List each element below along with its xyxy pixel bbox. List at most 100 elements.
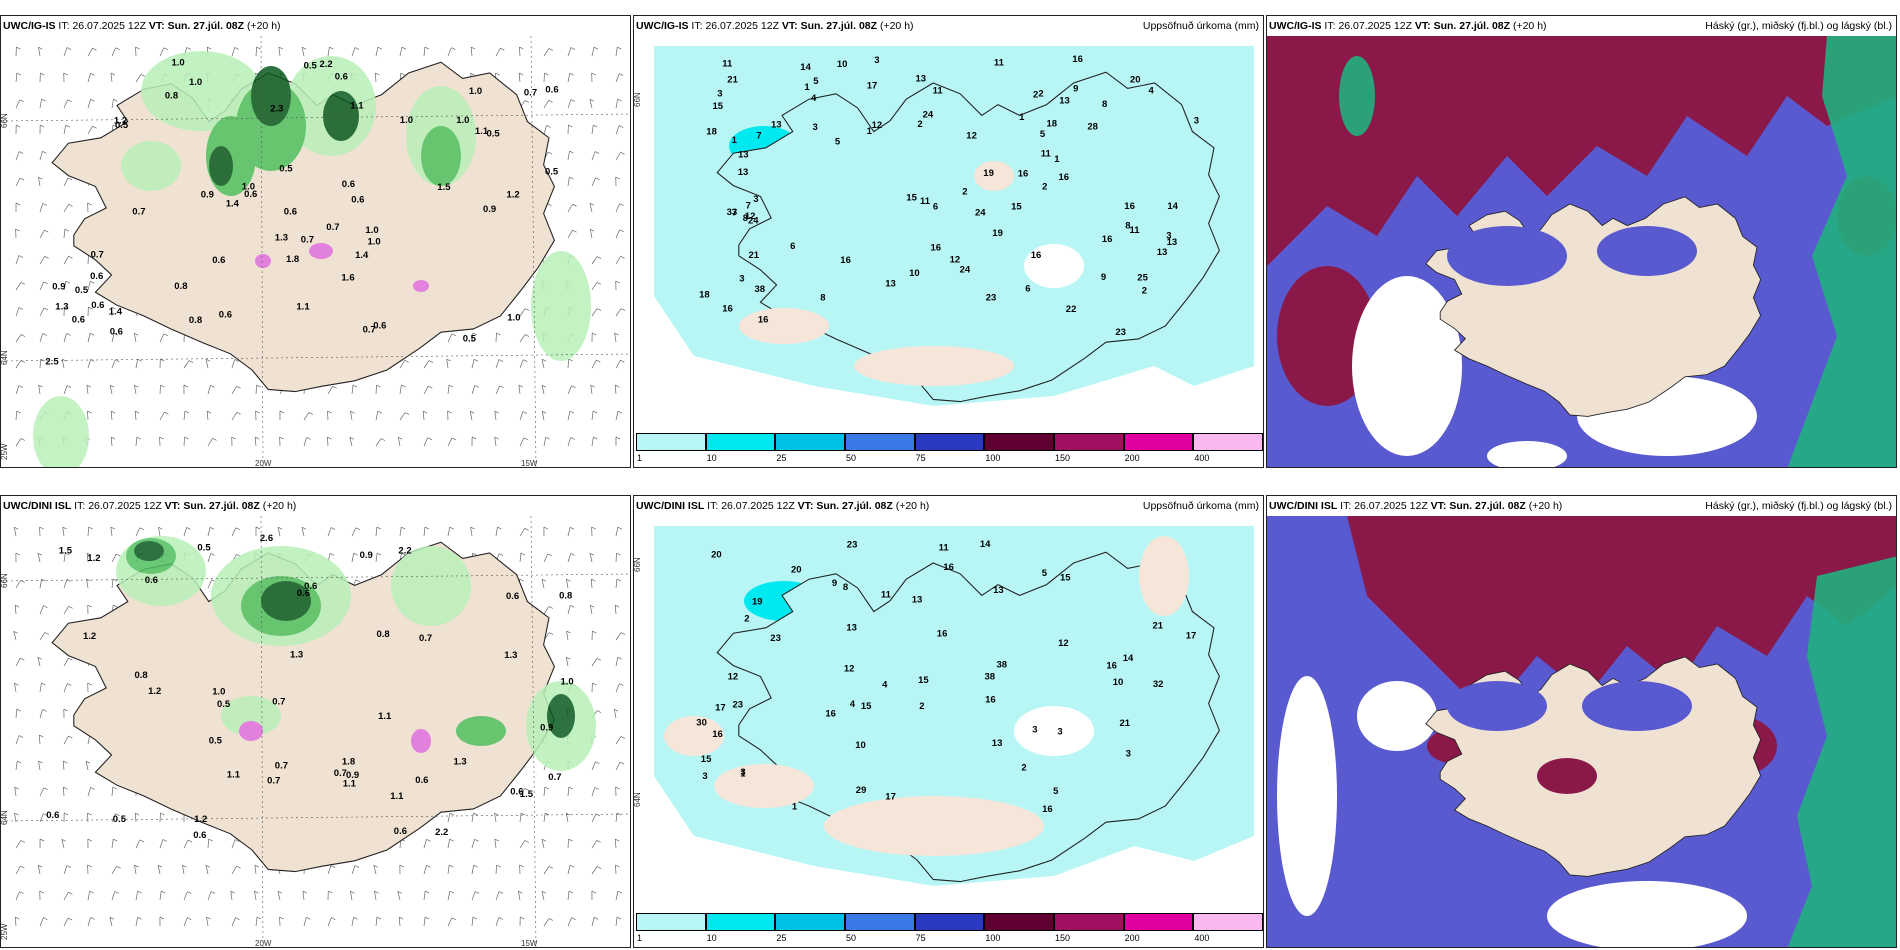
value-label: 2 <box>1042 181 1047 192</box>
wind-barb-tick <box>43 787 48 791</box>
wind-barb <box>207 385 211 395</box>
value-label: 13 <box>993 585 1004 596</box>
legend-swatch <box>845 433 915 451</box>
value-label: 0.9 <box>346 770 359 781</box>
value-label: 2.3 <box>270 104 283 115</box>
wind-barb <box>231 47 236 57</box>
value-label: 15 <box>906 193 917 204</box>
wind-barb <box>591 658 598 667</box>
value-label: 0.8 <box>174 281 187 292</box>
wind-barb-tick <box>614 332 619 336</box>
wind-barb <box>15 709 18 719</box>
wind-barb-tick <box>541 890 547 894</box>
wind-barb <box>399 385 402 395</box>
wind-barb-tick <box>546 125 551 128</box>
wind-barb-tick <box>570 99 576 102</box>
wind-barb-tick <box>615 280 620 284</box>
value-label: 6 <box>933 202 938 213</box>
wind-barb <box>39 307 45 317</box>
wind-barb-tick <box>541 384 547 388</box>
value-label: 11 <box>920 196 931 207</box>
wind-barb-tick <box>473 864 478 868</box>
wind-barb-tick <box>68 657 73 661</box>
legend-swatch <box>914 433 985 451</box>
wind-barb-tick <box>110 384 115 388</box>
wind-barb-tick <box>256 46 261 50</box>
value-label: 16 <box>1031 250 1042 261</box>
wind-barb-tick <box>186 527 191 530</box>
wind-barb-tick <box>548 606 554 609</box>
wind-barb-tick <box>541 578 547 582</box>
mid-cloud-over-land <box>1447 681 1692 794</box>
wind-barb-tick <box>424 46 430 50</box>
legend-tick-label: 100 <box>985 933 1001 943</box>
wind-barb-tick <box>14 682 19 686</box>
value-label: 21 <box>749 250 760 261</box>
panel-title: UWC/IG-IS IT: 26.07.2025 12Z VT: Sun. 27… <box>1269 20 1547 32</box>
wind-barb <box>15 761 18 771</box>
panel-field-title: Háský (gr.), miðský (fj.bl.) og lágský (… <box>1705 20 1892 32</box>
wind-barb-tick <box>329 46 334 50</box>
wind-barb <box>494 813 497 823</box>
wind-barb-tick <box>254 864 260 868</box>
wind-barb <box>255 46 257 57</box>
wind-barb <box>183 527 187 537</box>
wind-barb-tick <box>207 46 212 50</box>
wind-barb-tick <box>112 124 118 128</box>
wind-barb-tick <box>595 151 600 154</box>
wind-barb <box>591 308 598 317</box>
wind-barb-tick <box>65 280 71 284</box>
value-label: 0.5 <box>304 61 318 72</box>
wind-barb <box>447 437 453 447</box>
legend-tick-label: 400 <box>1194 933 1210 943</box>
value-label: 1.2 <box>87 553 100 564</box>
wind-barb <box>183 917 188 927</box>
legend-swatch <box>705 433 776 451</box>
wind-barb-tick <box>401 552 406 556</box>
wind-barb-tick <box>520 552 526 556</box>
value-label: 16 <box>1018 169 1029 180</box>
wind-barb <box>159 839 164 849</box>
wind-barb-tick <box>380 438 386 441</box>
wind-barb-tick <box>90 73 95 76</box>
wind-barb-tick <box>471 436 477 440</box>
wind-barb-tick <box>16 124 21 128</box>
wind-barb <box>543 125 547 135</box>
wind-barb <box>87 735 91 745</box>
panel-title: UWC/DINI ISL IT: 26.07.2025 12Z VT: Sun.… <box>3 500 297 512</box>
value-label: 10 <box>837 59 848 70</box>
wind-barb-tick <box>451 917 457 921</box>
wind-barb-tick <box>205 864 211 868</box>
wind-barb-tick <box>518 384 524 388</box>
wind-barb <box>494 839 497 849</box>
wind-barb <box>375 917 378 927</box>
wind-barb <box>14 683 17 693</box>
wind-barb <box>39 709 44 719</box>
wind-barb-tick <box>44 256 49 259</box>
wind-barb-tick <box>134 410 140 414</box>
wind-barb-tick <box>570 526 575 530</box>
wind-barb <box>615 891 619 901</box>
wind-barb-tick <box>615 786 620 790</box>
wind-barb <box>615 761 621 771</box>
value-label: 16 <box>985 695 996 706</box>
wind-barb-tick <box>160 384 165 388</box>
wind-barb-tick <box>157 864 163 868</box>
wind-barb-tick <box>87 812 92 816</box>
wind-barb-tick <box>236 412 241 415</box>
wind-barb-tick <box>545 436 550 440</box>
wind-barb <box>591 177 597 187</box>
value-label: 15 <box>861 701 872 712</box>
wind-barb-tick <box>184 410 190 414</box>
value-label: 18 <box>1047 118 1058 129</box>
wind-barb <box>110 73 113 83</box>
wind-barb <box>38 735 41 745</box>
wind-barb <box>327 865 332 875</box>
value-label: 1.1 <box>350 101 364 112</box>
value-label: 10 <box>909 268 920 279</box>
value-label: 12 <box>844 664 855 675</box>
wind-barb-tick <box>187 891 192 894</box>
value-label: 1.0 <box>469 86 482 97</box>
wind-barb-tick <box>210 891 216 894</box>
wind-barb-tick <box>90 917 95 920</box>
